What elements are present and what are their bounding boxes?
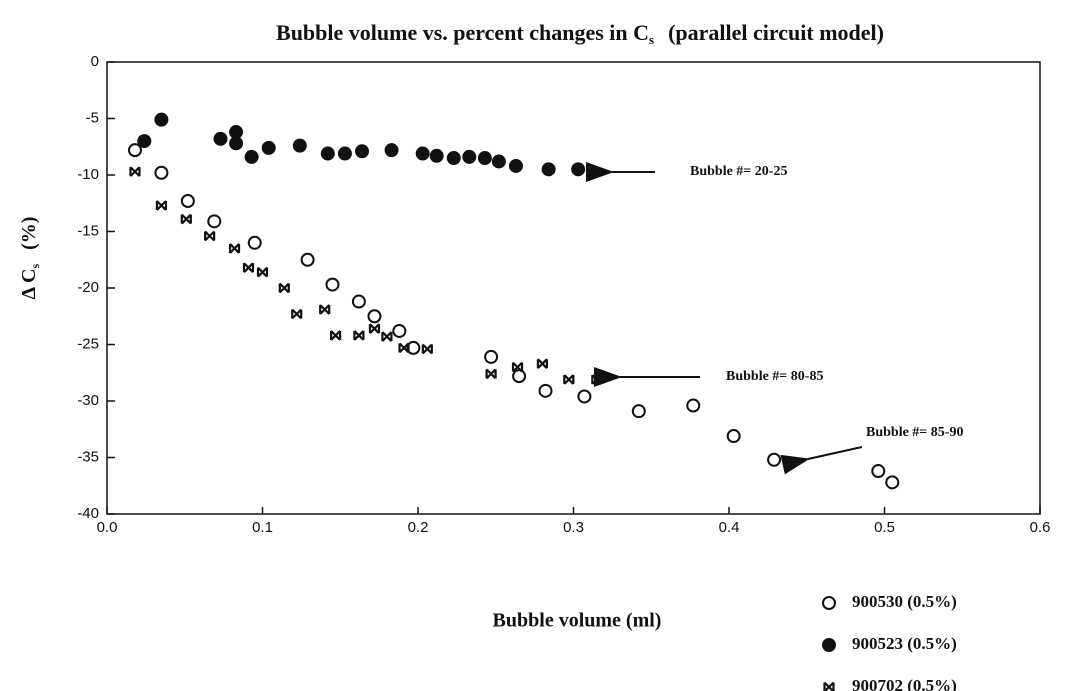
filled-circle-marker — [541, 162, 556, 177]
open-circle-marker — [484, 349, 499, 364]
filled-circle-marker — [261, 140, 276, 155]
star-marker — [204, 230, 216, 242]
legend-label: 900523 (0.5%) — [852, 634, 957, 653]
star-marker — [155, 200, 168, 211]
y-tick-label: -10 — [77, 166, 99, 183]
open-circle-marker — [367, 309, 382, 324]
filled-circle-marker — [491, 154, 506, 169]
y-tick-label: -20 — [77, 279, 99, 296]
filled-circle-marker — [415, 146, 430, 161]
filled-circle-marker — [446, 151, 461, 166]
open-circle-marker — [577, 389, 592, 404]
x-tick-label: 0.1 — [252, 519, 273, 536]
open-circle-marker — [351, 294, 366, 309]
y-tick-label: 0 — [91, 53, 99, 70]
open-circle-marker — [871, 464, 886, 479]
open-circle-marker — [127, 143, 142, 158]
filled-circle-marker — [571, 162, 586, 177]
star-marker — [353, 330, 365, 341]
annotation: Bubble #= 20-25 — [690, 164, 787, 179]
star-marker — [536, 358, 548, 369]
star-marker — [511, 361, 524, 373]
open-circle-marker — [406, 340, 421, 355]
x-tick-label: 0.0 — [97, 519, 118, 536]
star-marker — [381, 331, 393, 342]
filled-circle-marker — [292, 138, 307, 153]
open-circle-marker — [247, 235, 262, 250]
star-marker — [823, 681, 835, 691]
star-marker — [256, 266, 269, 278]
x-tick-label: 0.2 — [408, 519, 429, 536]
annotation-arrow — [780, 446, 863, 475]
open-circle-marker — [686, 398, 701, 413]
filled-circle-marker — [320, 146, 335, 161]
filled-circle-marker — [384, 143, 399, 158]
filled-circle-marker — [429, 148, 444, 163]
open-circle-marker — [631, 404, 646, 419]
star-marker — [368, 323, 381, 334]
x-tick-label: 0.4 — [719, 519, 740, 536]
star-marker — [180, 213, 192, 225]
filled-circle-marker — [154, 112, 169, 127]
annotation: Bubble #= 80-85 — [726, 369, 823, 384]
star-marker — [291, 308, 303, 320]
open-circle-marker — [325, 277, 340, 292]
chart-title: Bubble volume vs. percent changes in Cs(… — [276, 20, 884, 47]
star-marker — [129, 166, 141, 177]
filled-circle-marker — [229, 136, 244, 151]
legend-label: 900702 (0.5%) — [852, 676, 957, 691]
filled-circle-marker — [244, 149, 259, 164]
open-circle-marker — [392, 323, 407, 338]
filled-circle-marker — [355, 144, 370, 159]
open-circle-marker — [726, 429, 741, 444]
y-tick-label: -30 — [77, 392, 99, 409]
x-axis-label: Bubble volume (ml) — [493, 610, 662, 632]
annotation: Bubble #= 85-90 — [866, 425, 963, 440]
open-circle-marker — [538, 383, 553, 398]
x-tick-label: 0.3 — [563, 519, 584, 536]
y-tick-label: -5 — [86, 109, 99, 126]
open-circle-marker — [207, 214, 222, 229]
star-marker — [591, 374, 603, 385]
filled-circle-marker — [822, 638, 836, 652]
filled-circle-marker — [477, 151, 492, 166]
star-marker — [421, 343, 433, 355]
open-circle-marker — [822, 596, 836, 610]
star-marker — [398, 342, 410, 354]
star-marker — [278, 282, 290, 294]
filled-circle-marker — [137, 134, 152, 149]
open-circle-marker — [885, 475, 900, 490]
open-circle-marker — [300, 252, 315, 267]
plot-frame — [106, 61, 1041, 515]
y-tick-label: -15 — [77, 222, 99, 239]
filled-circle-marker — [337, 146, 352, 161]
star-marker — [228, 243, 241, 254]
filled-circle-marker — [462, 149, 477, 164]
legend-label: 900530 (0.5%) — [852, 592, 957, 611]
open-circle-marker — [512, 369, 527, 384]
open-circle-marker — [767, 452, 782, 467]
filled-circle-marker — [508, 158, 523, 173]
y-tick-label: -25 — [77, 335, 99, 352]
open-circle-marker — [154, 165, 169, 180]
filled-circle-marker — [213, 131, 228, 146]
y-axis-label: Δ Cs(%) — [18, 217, 42, 300]
star-marker — [329, 330, 342, 341]
y-tick-label: -35 — [77, 448, 99, 465]
star-marker — [485, 368, 497, 380]
open-circle-marker — [180, 193, 195, 208]
filled-circle-marker — [229, 125, 244, 140]
x-tick-label: 0.6 — [1030, 519, 1051, 536]
star-marker — [563, 374, 575, 385]
x-tick-label: 0.5 — [874, 519, 895, 536]
y-tick-label: -40 — [77, 505, 99, 522]
star-marker — [319, 304, 331, 315]
star-marker — [242, 262, 255, 273]
